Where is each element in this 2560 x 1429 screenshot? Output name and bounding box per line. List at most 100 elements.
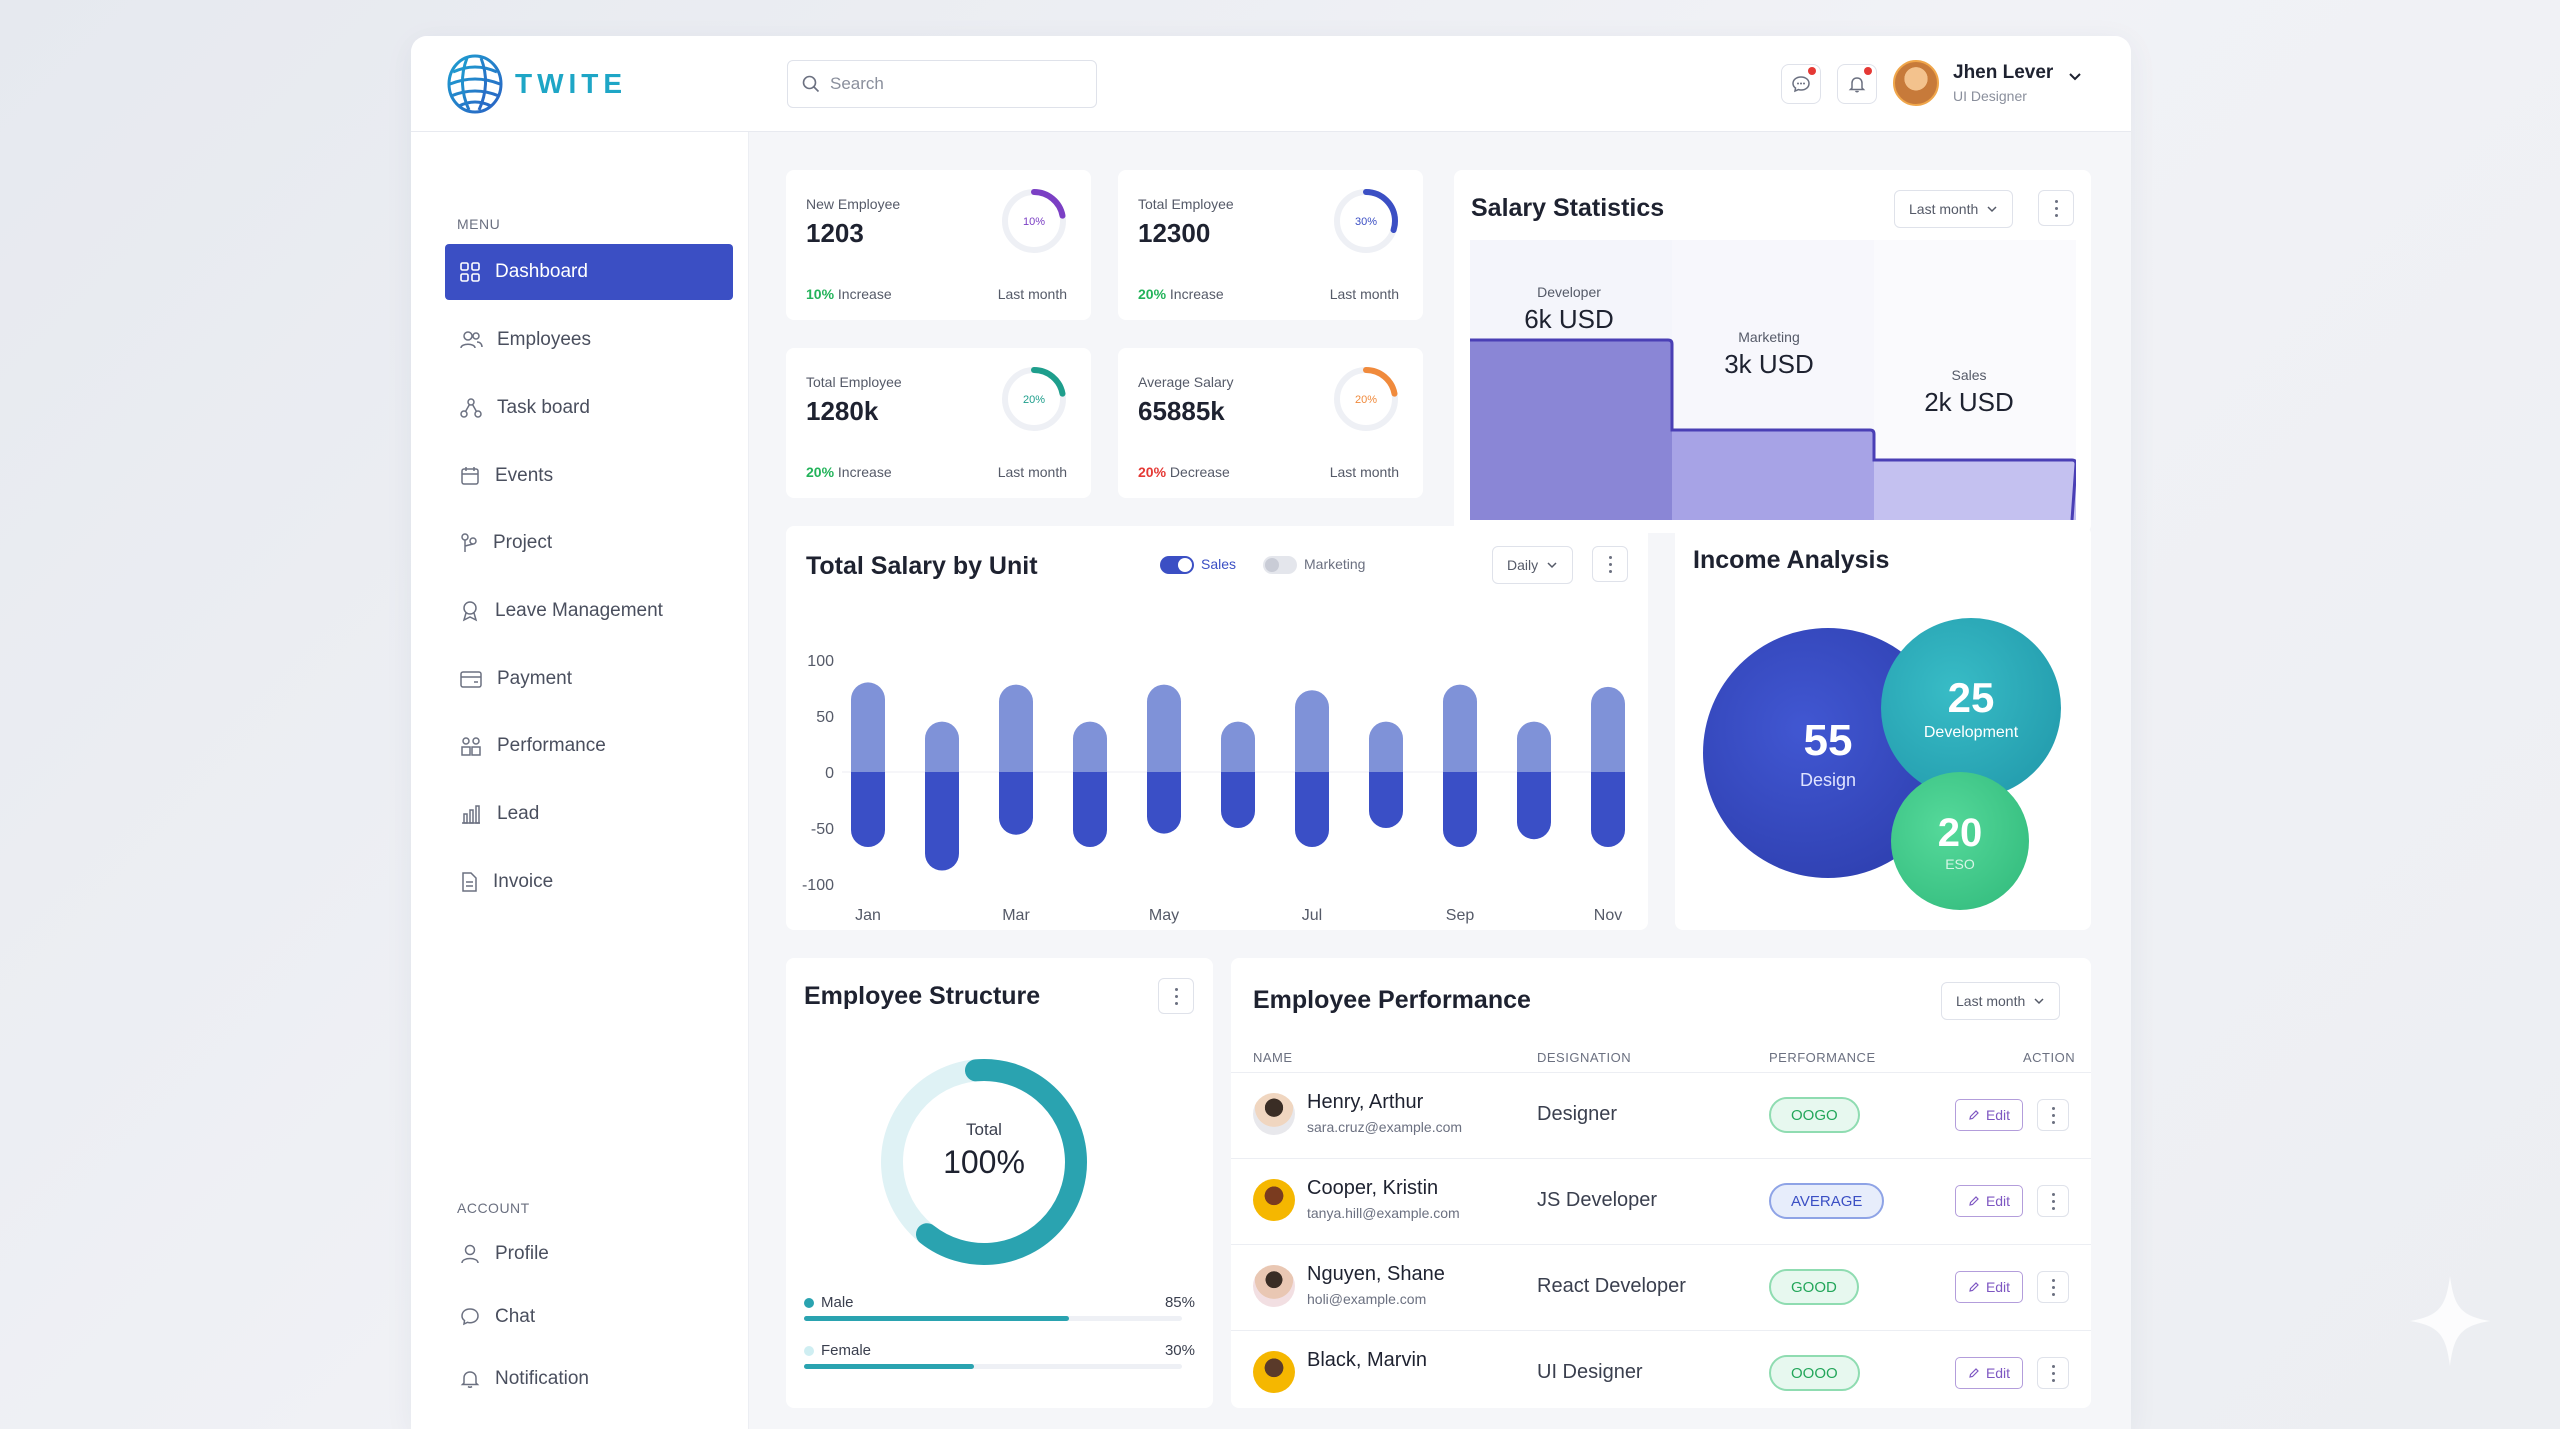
sidebar-item-label: Payment <box>497 668 572 689</box>
salary-category: Developer <box>1537 284 1601 300</box>
sidebar-item-dashboard[interactable]: Dashboard <box>445 244 733 300</box>
avatar <box>1253 1179 1295 1221</box>
bar-marketing[interactable] <box>1591 686 1625 789</box>
more-icon <box>2051 1191 2055 1212</box>
pencil-icon <box>1969 1110 1979 1120</box>
project-icon <box>461 533 477 552</box>
edit-button[interactable]: Edit <box>1955 1185 2023 1217</box>
more-options-button[interactable] <box>1158 978 1194 1014</box>
card-title: Total Salary by Unit <box>806 552 1038 580</box>
sidebar-item-invoice[interactable]: Invoice <box>445 854 733 910</box>
more-options-button[interactable] <box>1592 546 1628 582</box>
sidebar-item-notification[interactable]: Notification <box>445 1351 733 1407</box>
salary-label-marketing: Marketing 3k USD <box>1669 329 1869 380</box>
salary-bar <box>1672 430 1874 520</box>
row-more-button[interactable] <box>2037 1099 2069 1131</box>
row-more-button[interactable] <box>2037 1357 2069 1389</box>
row-more-button[interactable] <box>2037 1185 2069 1217</box>
bar-marketing[interactable] <box>1295 690 1329 789</box>
user-name: Jhen Lever <box>1953 62 2054 83</box>
more-options-button[interactable] <box>2038 190 2074 226</box>
search-input[interactable]: Search <box>787 60 1097 108</box>
edit-label: Edit <box>1985 1107 2011 1123</box>
column-header-name: NAME <box>1253 1050 1293 1065</box>
table-row[interactable]: Black, Marvin UI Designer OOOO Edit <box>1231 1330 2091 1408</box>
donut-fill <box>881 1059 1087 1265</box>
employee-designation: Designer <box>1537 1103 1618 1125</box>
stat-change: 20% Decrease <box>1138 464 1230 480</box>
bar-sales-cap <box>925 772 959 789</box>
table-row[interactable]: Henry, Arthur sara.cruz@example.com Desi… <box>1231 1072 2091 1158</box>
employee-designation: JS Developer <box>1537 1189 1658 1211</box>
interval-dropdown[interactable]: Daily <box>1492 546 1574 584</box>
sidebar-item-project[interactable]: Project <box>445 515 733 571</box>
stat-card: Average Salary 65885k 20% Decrease Last … <box>1118 348 1423 498</box>
bubble-label: ESO <box>1945 855 1975 872</box>
bar-sales-cap <box>1295 772 1329 789</box>
progress-ring: 10% <box>1002 189 1066 253</box>
sidebar-item-employees[interactable]: Employees <box>445 312 733 368</box>
structure-donut <box>881 1059 1087 1265</box>
row-more-button[interactable] <box>2037 1271 2069 1303</box>
sidebar-item-label: Invoice <box>493 871 554 892</box>
brand-globe-icon <box>447 54 503 114</box>
stat-change: 20% Increase <box>1138 286 1224 302</box>
table-row[interactable]: Nguyen, Shane holi@example.com React Dev… <box>1231 1244 2091 1330</box>
more-icon <box>2054 198 2058 219</box>
stat-value: 1203 <box>806 218 864 248</box>
progress-ring: 20% <box>1002 367 1066 431</box>
legend-track <box>804 1364 1182 1369</box>
bar-sales[interactable] <box>1443 772 1477 848</box>
stat-period: Last month <box>997 464 1067 480</box>
edit-button[interactable]: Edit <box>1955 1099 2023 1131</box>
wallet-icon <box>460 671 482 688</box>
sidebar: MENU Dashboard Employees Task board Even… <box>411 132 749 1429</box>
sidebar-item-profile[interactable]: Profile <box>445 1226 733 1282</box>
sidebar-item-label: Chat <box>495 1306 536 1327</box>
salary-value: 2k USD <box>1924 387 2014 417</box>
bar-sales[interactable] <box>851 772 885 848</box>
bar-sales[interactable] <box>1591 772 1625 848</box>
sidebar-item-payment[interactable]: Payment <box>445 651 733 707</box>
bar-sales[interactable] <box>925 772 959 871</box>
period-dropdown[interactable]: Last month <box>1941 982 2061 1020</box>
sidebar-item-task-board[interactable]: Task board <box>445 380 733 436</box>
table-row[interactable]: Cooper, Kristin tanya.hill@example.com J… <box>1231 1158 2091 1244</box>
legend-bar <box>804 1364 975 1369</box>
employee-email: tanya.hill@example.com <box>1307 1205 1460 1221</box>
bubble-label: Development <box>1923 724 2019 741</box>
bar-sales[interactable] <box>1073 772 1107 848</box>
more-icon <box>2051 1105 2055 1126</box>
sidebar-item-label: Notification <box>495 1368 589 1389</box>
bar-marketing[interactable] <box>851 682 885 789</box>
sidebar-item-leave-management[interactable]: Leave Management <box>445 583 733 639</box>
employee-structure-card: Employee Structure Total 100% Male 85% F… <box>786 958 1213 1408</box>
salary-category: Marketing <box>1738 329 1800 345</box>
edit-button[interactable]: Edit <box>1955 1357 2023 1389</box>
performance-badge: AVERAGE <box>1769 1183 1885 1219</box>
ring-fill <box>1002 367 1066 431</box>
bar-marketing[interactable] <box>1147 684 1181 789</box>
sidebar-item-events[interactable]: Events <box>445 448 733 504</box>
marketing-toggle[interactable] <box>1263 556 1297 574</box>
donut-label: Total <box>966 1120 1002 1139</box>
logo[interactable]: TWITE <box>447 54 627 114</box>
sidebar-item-chat[interactable]: Chat <box>445 1289 733 1345</box>
bar-marketing[interactable] <box>999 684 1033 789</box>
bar-sales[interactable] <box>1295 772 1329 848</box>
edit-button[interactable]: Edit <box>1955 1271 2023 1303</box>
sales-toggle[interactable] <box>1160 556 1194 574</box>
top-bar: TWITE Search Jhen Lever UI Designer <box>411 36 2131 132</box>
user-menu[interactable]: Jhen Lever UI Designer <box>1893 60 2083 106</box>
card-title: Employee Performance <box>1253 986 1531 1014</box>
stat-value: 1280k <box>806 396 879 426</box>
calendar-icon <box>461 467 479 485</box>
notifications-button[interactable] <box>1837 64 1877 104</box>
messages-button[interactable] <box>1781 64 1821 104</box>
bar-marketing[interactable] <box>1443 684 1477 789</box>
period-dropdown[interactable]: Last month <box>1894 190 2014 228</box>
sidebar-item-lead[interactable]: Lead <box>445 786 733 842</box>
sidebar-item-label: Employees <box>497 329 591 350</box>
menu-heading: MENU <box>457 216 501 232</box>
sidebar-item-performance[interactable]: Performance <box>445 718 733 774</box>
